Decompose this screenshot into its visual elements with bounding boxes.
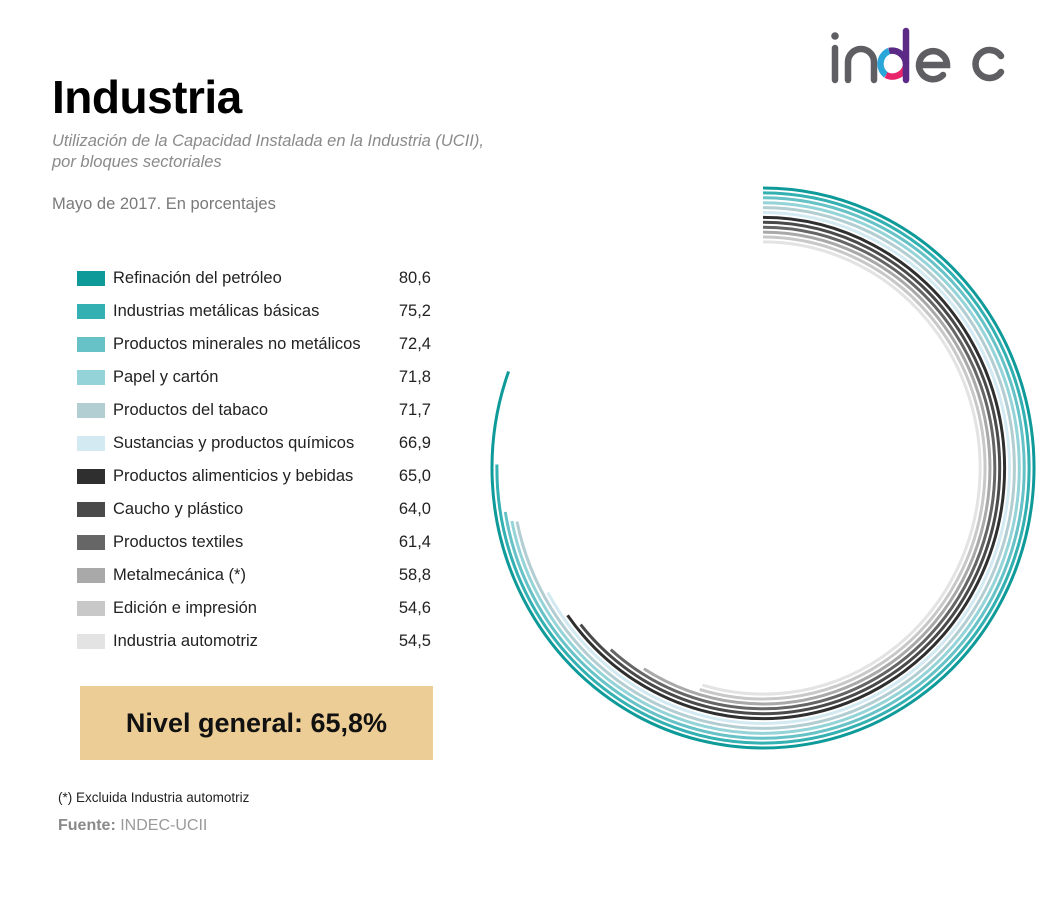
- legend-item: Productos minerales no metálicos 72,4: [77, 328, 437, 361]
- legend-item: Productos alimenticios y bebidas 65,0: [77, 460, 437, 493]
- legend-swatch: [77, 469, 105, 484]
- subtitle-line-1: Utilización de la Capacidad Instalada en…: [52, 132, 484, 150]
- legend-value: 54,5: [398, 632, 431, 650]
- arc-edición-e-impresión: [699, 235, 987, 701]
- legend-label: Metalmecánica (*): [113, 566, 246, 584]
- arc-productos-alimenticios-y-bebidas: [566, 215, 1007, 721]
- source-value: INDEC-UCII: [120, 817, 208, 834]
- legend-item: Papel y cartón 71,8: [77, 361, 437, 394]
- arc-sustancias-y-productos-químicos: [546, 211, 1011, 725]
- arc-productos-del-tabaco: [515, 206, 1016, 730]
- arc-industria-automotriz: [701, 240, 982, 696]
- footnote: (*) Excluida Industria automotriz: [58, 790, 250, 805]
- legend-swatch: [77, 337, 105, 352]
- arc-papel-y-cartón: [510, 201, 1021, 735]
- logo-i-dot: [831, 32, 839, 40]
- legend: Refinación del petróleo 80,6 Industrias me…: [77, 262, 437, 658]
- legend-value: 65,0: [398, 467, 431, 485]
- legend-value: 64,0: [398, 500, 431, 518]
- source-label: Fuente:: [58, 817, 116, 834]
- legend-item: Industrias metálicas básicas 75,2: [77, 295, 437, 328]
- logo-e: [915, 47, 951, 83]
- subtitle-line-2: por bloques sectoriales: [52, 153, 222, 171]
- legend-value: 66,9: [398, 434, 431, 452]
- legend-swatch: [77, 502, 105, 517]
- chart-subtitle: Utilización de la Capacidad Instalada en…: [52, 131, 552, 173]
- legend-label: Industrias metálicas básicas: [113, 302, 320, 320]
- total-box: Nivel general: 65,8%: [80, 686, 433, 760]
- legend-value: 72,4: [398, 335, 431, 353]
- legend-label: Sustancias y productos químicos: [113, 434, 355, 452]
- legend-swatch: [77, 271, 105, 286]
- legend-value: 71,7: [398, 401, 431, 419]
- logo-d-arc-blue: [877, 48, 891, 78]
- arc-refinación-del-petróleo: [490, 186, 1036, 750]
- legend-item: Caucho y plástico 64,0: [77, 493, 437, 526]
- legend-swatch: [77, 634, 105, 649]
- legend-value: 58,8: [398, 566, 431, 584]
- period-label: Mayo de 2017. En porcentajes: [52, 195, 276, 213]
- arc-productos-minerales-no-metálicos: [503, 196, 1026, 740]
- legend-item: Sustancias y productos químicos 66,9: [77, 427, 437, 460]
- legend-value: 80,6: [398, 269, 431, 287]
- legend-item: Refinación del petróleo 80,6: [77, 262, 437, 295]
- legend-item: Productos textiles 61,4: [77, 526, 437, 559]
- arc-metalmecánica: [643, 230, 992, 706]
- legend-label: Industria automotriz: [113, 632, 258, 650]
- legend-label: Papel y cartón: [113, 368, 219, 386]
- page-title: Industria: [52, 71, 242, 123]
- legend-label: Caucho y plástico: [113, 500, 244, 518]
- source: Fuente: INDEC-UCII: [58, 817, 207, 835]
- legend-label: Productos textiles: [113, 533, 244, 551]
- legend-label: Refinación del petróleo: [113, 269, 282, 287]
- legend-value: 61,4: [398, 533, 431, 551]
- logo-n: [844, 45, 878, 84]
- legend-label: Productos alimenticios y bebidas: [113, 467, 354, 485]
- legend-value: 71,8: [398, 368, 431, 386]
- legend-label: Productos del tabaco: [113, 401, 269, 419]
- legend-swatch: [77, 568, 105, 583]
- legend-item: Metalmecánica (*) 58,8: [77, 559, 437, 592]
- legend-value: 75,2: [398, 302, 431, 320]
- arc-caucho-y-plástico: [579, 220, 1002, 716]
- legend-label: Edición e impresión: [113, 599, 257, 617]
- legend-value: 54,6: [398, 599, 431, 617]
- legend-item: Industria automotriz 54,5: [77, 625, 437, 658]
- legend-swatch: [77, 304, 105, 319]
- arc-industrias-metálicas-básicas: [495, 191, 1031, 745]
- legend-item: Productos del tabaco 71,7: [77, 394, 437, 427]
- legend-swatch: [77, 403, 105, 418]
- logo-c: [972, 46, 1005, 82]
- legend-swatch: [77, 535, 105, 550]
- total-label: Nivel general: 65,8%: [125, 707, 388, 738]
- legend-swatch: [77, 601, 105, 616]
- arc-productos-textiles: [609, 225, 997, 711]
- indec-logo: indec: [831, 27, 1005, 84]
- legend-label: Productos minerales no metálicos: [113, 335, 361, 353]
- legend-item: Edición e impresión 54,6: [77, 592, 437, 625]
- legend-swatch: [77, 436, 105, 451]
- legend-swatch: [77, 370, 105, 385]
